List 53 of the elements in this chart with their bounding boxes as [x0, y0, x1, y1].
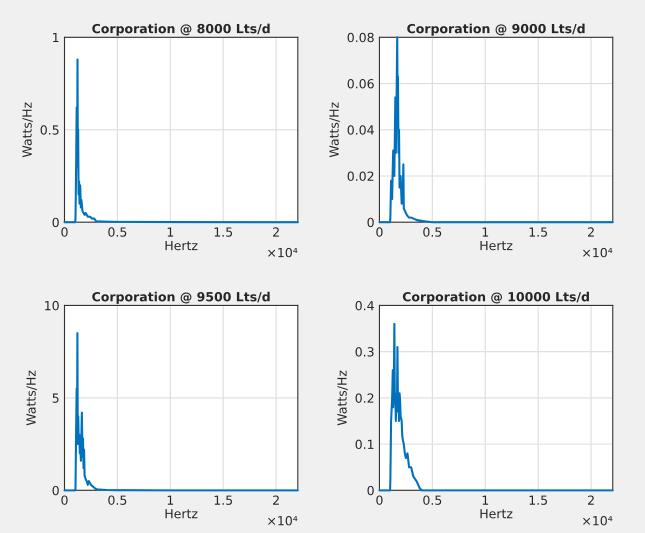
x-tick-label: 0	[376, 227, 383, 237]
x-tick-label: 1.5	[530, 496, 548, 505]
y-tick-label: 0	[367, 486, 374, 496]
x-tick-label: 0.5	[108, 495, 126, 505]
x-tick-label: 0.5	[423, 227, 442, 237]
chart-title: Corporation @ 8000 Lts/d	[92, 24, 270, 36]
x-tick-label: 2	[273, 227, 279, 237]
y-tick-label: 0.02	[348, 171, 374, 181]
text: ×10⁴	[268, 248, 298, 258]
y-tick-label: 5	[52, 394, 59, 403]
y-tick-label: 0.3	[356, 347, 374, 357]
text: ×10⁴	[583, 516, 612, 526]
chart-title: Corporation @ 10000 Lts/d	[402, 292, 589, 304]
y-tick-label: 0	[52, 218, 59, 228]
text: ×10⁴	[583, 248, 612, 258]
x-tick-label: 1.5	[530, 227, 548, 237]
y-axis-title: Watts/Hz	[329, 102, 340, 158]
x-tick-label: 1	[482, 227, 488, 237]
x-tick-label: 1	[168, 496, 174, 505]
y-tick-label: 10	[45, 300, 59, 310]
x-axis-title: Hertz	[480, 240, 512, 250]
x-tick-label: 0	[376, 495, 383, 505]
chart-title: Corporation @ 9000 Lts/d	[407, 24, 585, 36]
x-axis-title: Hertz	[166, 240, 198, 250]
x-tick-label: 1.5	[214, 227, 232, 237]
x-axis-title: Hertz	[480, 509, 512, 518]
x-tick-label: 2	[588, 495, 594, 505]
chart-title: Corporation @ 9500 Lts/d	[92, 292, 270, 304]
line-series	[378, 36, 614, 224]
x-tick-label: 1.5	[214, 496, 232, 505]
x-tick-label: 0.5	[108, 227, 126, 237]
y-tick-label: 0.5	[40, 125, 59, 135]
y-tick-label: 0.06	[348, 79, 374, 88]
x-tick-label: 2	[588, 227, 594, 237]
x-axis-title: Hertz	[166, 509, 198, 518]
y-tick-label: 0.2	[356, 393, 374, 403]
y-tick-label: 1	[53, 32, 58, 42]
x-tick-label: 2	[273, 495, 279, 505]
y-tick-label: 0	[52, 486, 59, 496]
y-tick-label: 0.1	[356, 440, 374, 450]
y-tick-label: 0.04	[348, 125, 374, 135]
y-tick-label: 0	[367, 218, 374, 228]
y-axis-title: Watts/Hz	[26, 370, 37, 426]
x-tick-label: 0.5	[423, 495, 442, 505]
y-axis-title: Watts/Hz	[22, 102, 33, 158]
x-tick-label: 0	[61, 495, 68, 505]
x-tick-label: 0	[61, 227, 68, 237]
y-tick-label: 0.08	[348, 32, 374, 42]
y-tick-label: 0.4	[356, 300, 374, 310]
y-axis-title: Watts/Hz	[337, 370, 348, 426]
x-tick-label: 1	[482, 496, 488, 505]
x-tick-label: 1	[168, 227, 174, 237]
text: ×10⁴	[268, 516, 298, 526]
